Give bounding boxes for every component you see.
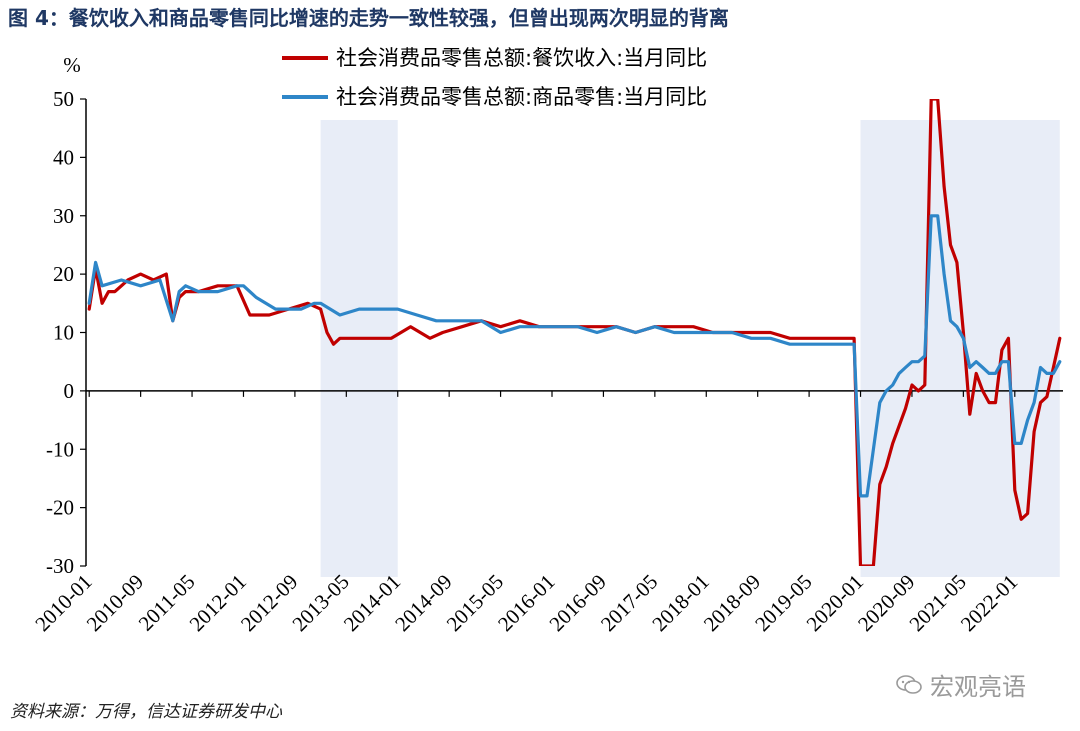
x-tick-label: 2018-09 [699, 570, 765, 636]
x-tick-label: 2021-05 [904, 570, 970, 636]
figure-title: 图 4：餐饮收入和商品零售同比增速的走势一致性较强，但曾出现两次明显的背离 [8, 6, 729, 30]
x-tick-label: 2014-09 [390, 570, 456, 636]
x-tick-label: 2014-01 [339, 570, 405, 636]
y-tick-label: 0 [64, 379, 75, 403]
x-tick-label: 2015-05 [442, 570, 508, 636]
x-tick-label: 2019-05 [750, 570, 816, 636]
x-tick-label: 2017-05 [596, 570, 662, 636]
series-lines [87, 99, 1062, 566]
series-line-retail [87, 214, 1062, 498]
legend-label-retail: 社会消费品零售总额:商品零售:当月同比 [336, 85, 707, 109]
legend-label-catering: 社会消费品零售总额:餐饮收入:当月同比 [336, 46, 707, 70]
y-tick-label: 40 [53, 145, 74, 169]
highlight-band-1 [860, 120, 1060, 577]
y-tick-label: 10 [53, 321, 74, 345]
watermark-text: 宏观亮语 [930, 673, 1026, 701]
y-tick-label: 50 [53, 87, 74, 111]
x-tick-label: 2016-09 [544, 570, 610, 636]
watermark: 宏观亮语 [896, 667, 1026, 702]
x-tick-label: 2022-01 [956, 570, 1022, 636]
x-tick-label: 2020-01 [802, 570, 868, 636]
chart-legend: 社会消费品零售总额:餐饮收入:当月同比 社会消费品零售总额:商品零售:当月同比 [282, 46, 707, 109]
x-tick-label: 2010-01 [30, 570, 96, 636]
y-tick-label: -30 [46, 554, 74, 578]
highlight-bands [320, 120, 1060, 577]
source-note: 资料来源：万得，信达证券研发中心 [10, 702, 282, 722]
x-tick-label: 2016-01 [493, 570, 559, 636]
x-tick-label: 2010-09 [82, 570, 148, 636]
x-tick-label: 2012-09 [236, 570, 302, 636]
y-tick-label: -20 [46, 496, 74, 520]
x-tick-label: 2018-01 [647, 570, 713, 636]
series-line-catering [87, 99, 1062, 566]
x-tick-label: 2012-01 [185, 570, 251, 636]
y-tick-label: -10 [46, 437, 74, 461]
x-tick-label: 2013-05 [287, 570, 353, 636]
wechat-icon [896, 674, 922, 694]
highlight-band-0 [320, 120, 398, 577]
y-tick-label: 20 [53, 262, 74, 286]
y-tick-label: 30 [53, 204, 74, 228]
x-tick-label: 2020-09 [853, 570, 919, 636]
y-axis-unit-label: % [63, 53, 81, 77]
